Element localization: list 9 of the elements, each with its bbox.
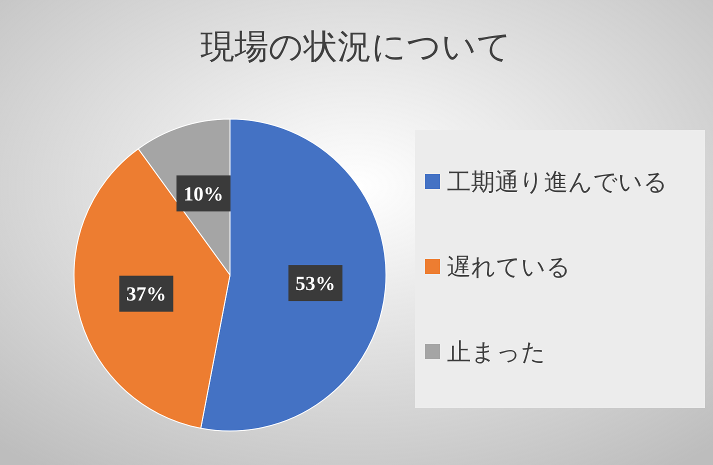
chart-title: 現場の状況について (200, 27, 512, 67)
legend-item: 止まった (425, 338, 546, 366)
legend-item: 遅れている (425, 253, 571, 281)
data-label: 10% (183, 183, 224, 206)
data-label: 37% (126, 284, 166, 306)
legend-label: 止まった (447, 338, 546, 366)
legend-item: 工期通り進んでいる (425, 168, 668, 196)
data-label: 53% (295, 273, 336, 296)
legend-label: 遅れている (447, 253, 571, 281)
